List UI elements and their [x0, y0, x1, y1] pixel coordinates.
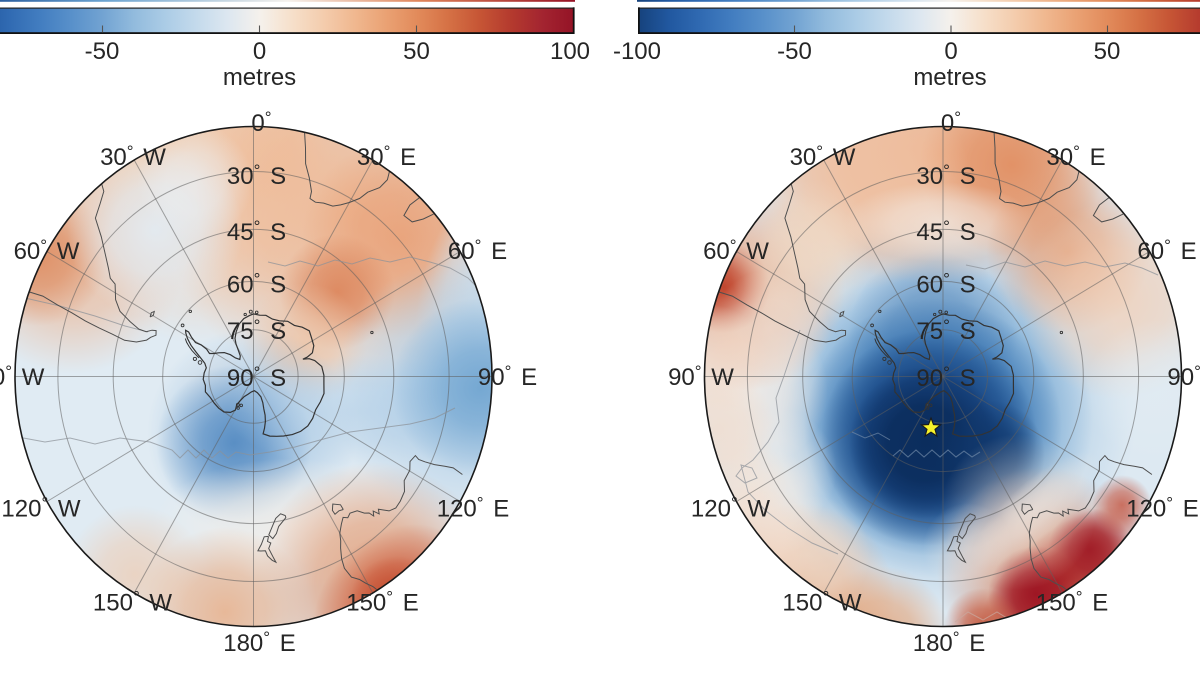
svg-text:60° S: 60° S — [227, 270, 286, 299]
svg-text:60° E: 60° E — [1137, 236, 1196, 265]
svg-text:60° S: 60° S — [916, 270, 975, 299]
svg-text:0: 0 — [253, 38, 266, 65]
svg-text:30° W: 30° W — [790, 142, 856, 171]
svg-text:60° E: 60° E — [448, 236, 507, 265]
svg-text:100: 100 — [550, 38, 590, 65]
svg-text:90° S: 90° S — [916, 363, 975, 392]
svg-text:90° S: 90° S — [227, 363, 286, 392]
svg-text:120° E: 120° E — [1126, 494, 1199, 523]
svg-text:-50: -50 — [85, 38, 120, 65]
svg-text:180° E: 180° E — [913, 628, 986, 657]
svg-text:120° E: 120° E — [437, 494, 510, 523]
svg-text:50: 50 — [403, 38, 430, 65]
svg-text:90° W: 90° W — [0, 362, 45, 391]
svg-text:30° S: 30° S — [227, 161, 286, 190]
svg-text:0: 0 — [944, 38, 957, 65]
svg-text:150° E: 150° E — [346, 588, 419, 617]
svg-text:120° W: 120° W — [691, 494, 771, 523]
svg-text:60° W: 60° W — [703, 236, 769, 265]
svg-text:150° W: 150° W — [782, 588, 862, 617]
svg-text:150° E: 150° E — [1036, 588, 1109, 617]
svg-text:metres: metres — [913, 64, 986, 91]
svg-text:-100: -100 — [613, 38, 661, 65]
svg-text:45° S: 45° S — [916, 217, 975, 246]
svg-text:120° W: 120° W — [1, 494, 81, 523]
svg-text:metres: metres — [223, 64, 296, 91]
svg-text:180° E: 180° E — [223, 628, 296, 657]
svg-text:50: 50 — [1094, 38, 1121, 65]
svg-text:-50: -50 — [777, 38, 812, 65]
svg-text:150° W: 150° W — [93, 588, 173, 617]
